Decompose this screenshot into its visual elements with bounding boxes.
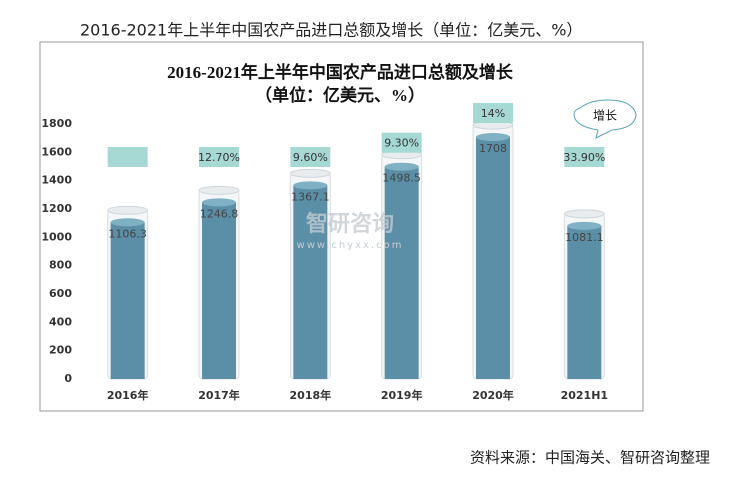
bar [202,202,236,379]
growth-label: 33.90% [563,151,605,164]
growth-label-box [564,147,605,167]
y-tick-label: 200 [49,344,72,357]
bar-top [293,181,328,190]
bar [476,137,510,379]
chart-title: 2016-2021年上半年中国农产品进口总额及增长 [167,62,514,82]
value-label: 1367.1 [291,190,330,203]
tube-top [107,205,149,215]
x-tick-label: 2019年 [381,388,423,402]
growth-label-box [199,147,239,167]
bar-top [384,162,419,171]
bar-top [476,133,510,142]
y-tick-label: 800 [49,259,72,272]
source: 资料来源：中国海关、智研咨询整理 [470,449,710,467]
growth-label: 9.60% [293,151,328,164]
value-label: 1498.5 [382,172,421,185]
bar-top [567,221,602,230]
bar-top [110,218,145,227]
y-tick-label: 1400 [41,174,72,187]
tube-top [563,209,605,219]
value-label: 1708 [479,142,507,155]
y-tick-label: 0 [64,372,72,385]
bar [567,225,602,379]
tube-top [198,185,240,195]
x-tick-label: 2017年 [198,388,240,402]
callout-bubble [573,99,637,139]
tube-top [289,168,331,178]
bar [110,222,145,379]
x-tick-label: 2020年 [472,388,514,402]
growth-label: 9.30% [384,137,419,150]
growth-label: 14% [481,107,505,120]
watermark-url: www.chyxx.com [297,240,404,251]
x-tick-label: 2018年 [290,388,332,402]
callout-text: 增长 [593,109,617,123]
y-tick-label: 1200 [41,202,72,215]
y-tick-label: 1000 [41,230,72,243]
y-tick-label: 400 [49,315,72,328]
growth-label-box [290,147,331,167]
x-tick-label: 2021H1 [561,389,608,402]
value-label: 1246.8 [200,207,239,220]
growth-label: 12.70% [198,151,240,164]
value-label: 1106.3 [108,227,147,240]
growth-label-box [473,103,513,124]
bar [384,166,419,379]
y-tick-label: 1800 [41,117,72,130]
y-tick-label: 600 [49,287,72,300]
watermark: 智研咨询 [306,211,394,237]
growth-label-box [107,147,148,167]
x-tick-label: 2016年 [107,388,149,402]
value-label: 1081.1 [565,231,604,244]
caption: 2016-2021年上半年中国农产品进口总额及增长（单位：亿美元、%） [80,21,582,40]
growth-label-box [381,132,422,153]
chart-subtitle: （单位：亿美元、%） [255,85,425,105]
bar-top [202,198,236,207]
y-tick-label: 1600 [41,145,72,158]
bar [293,185,328,379]
